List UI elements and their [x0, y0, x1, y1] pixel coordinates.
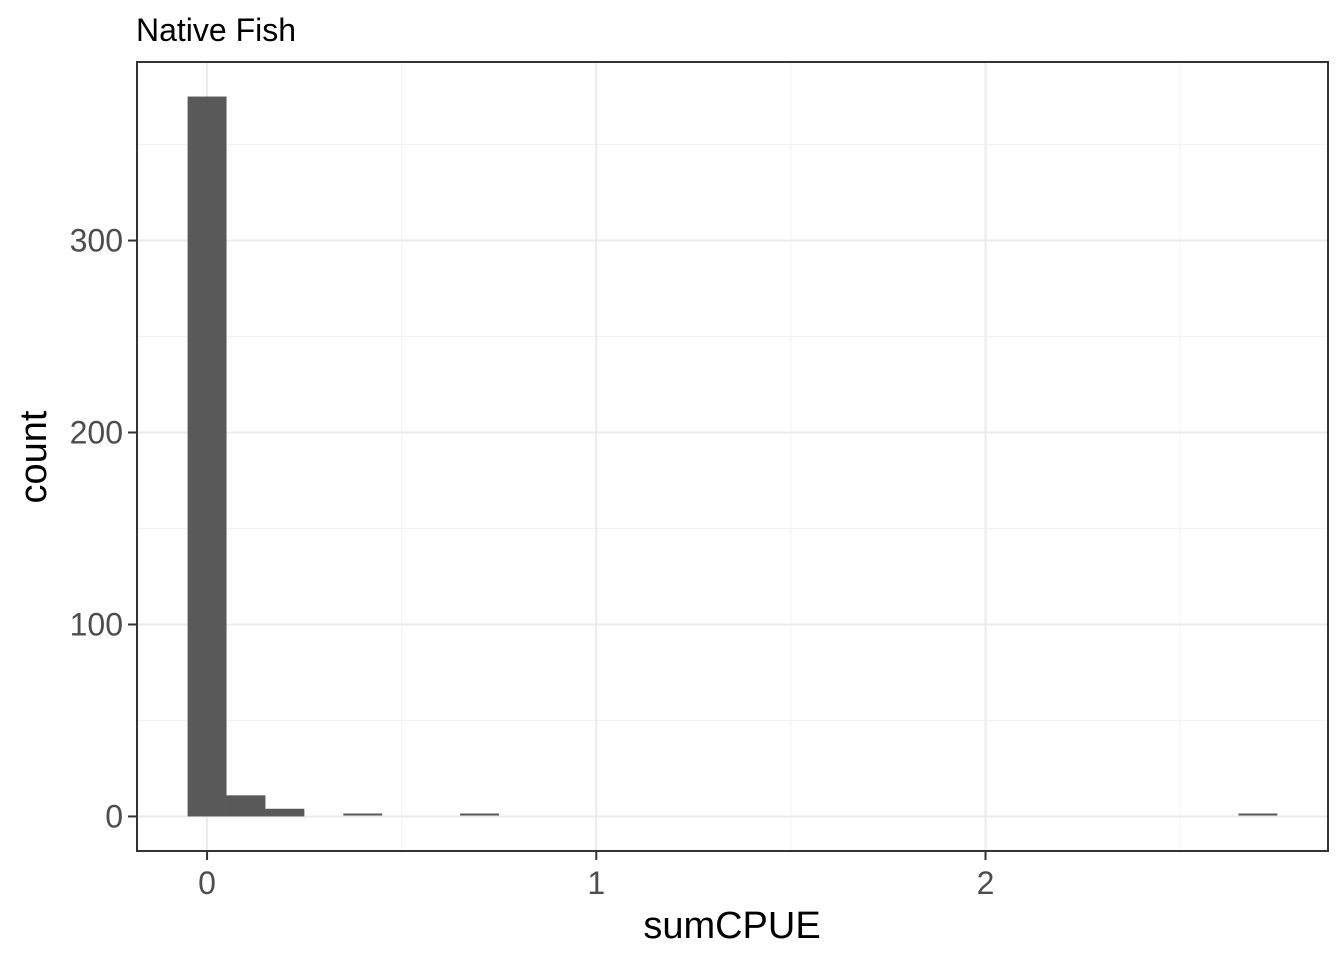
x-tick-label: 1 [587, 865, 605, 901]
y-tick-label: 300 [70, 223, 123, 259]
panel-border [136, 61, 1329, 852]
histogram-bar [226, 795, 266, 817]
y-axis-title: count [13, 410, 55, 503]
y-axis-ticks: 0 100 200 300 [70, 223, 137, 834]
y-tick-label: 0 [105, 798, 123, 834]
x-axis-ticks: 0 1 2 [198, 851, 994, 901]
x-tick-label: 0 [198, 865, 216, 901]
grid-lines [137, 62, 1328, 851]
x-tick-label: 2 [977, 865, 995, 901]
x-axis-title: sumCPUE [643, 905, 820, 947]
chart-title: Native Fish [136, 12, 296, 48]
y-tick-label: 200 [70, 415, 123, 451]
histogram-bars [187, 96, 1278, 817]
histogram-bar [265, 808, 305, 817]
y-tick-label: 100 [70, 606, 123, 642]
histogram-bar [187, 96, 227, 817]
